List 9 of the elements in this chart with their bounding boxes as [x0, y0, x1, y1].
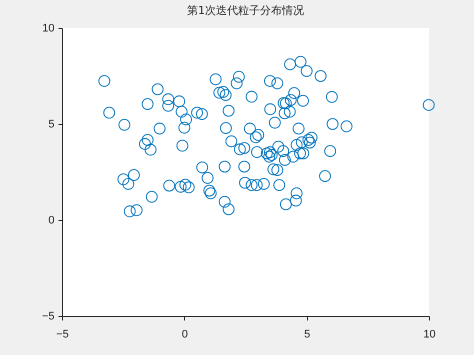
x-tick-label: 0	[182, 328, 188, 340]
x-tick-label: 10	[423, 328, 436, 340]
x-tick-label: 5	[304, 328, 310, 340]
y-tick-label: 5	[48, 118, 54, 130]
y-tick-label: 10	[42, 22, 54, 34]
chart-title: 第1次迭代粒子分布情况	[187, 4, 304, 17]
y-tick-label: −5	[42, 310, 54, 322]
y-tick-label: 0	[48, 214, 54, 226]
x-tick-label: −5	[56, 328, 69, 340]
